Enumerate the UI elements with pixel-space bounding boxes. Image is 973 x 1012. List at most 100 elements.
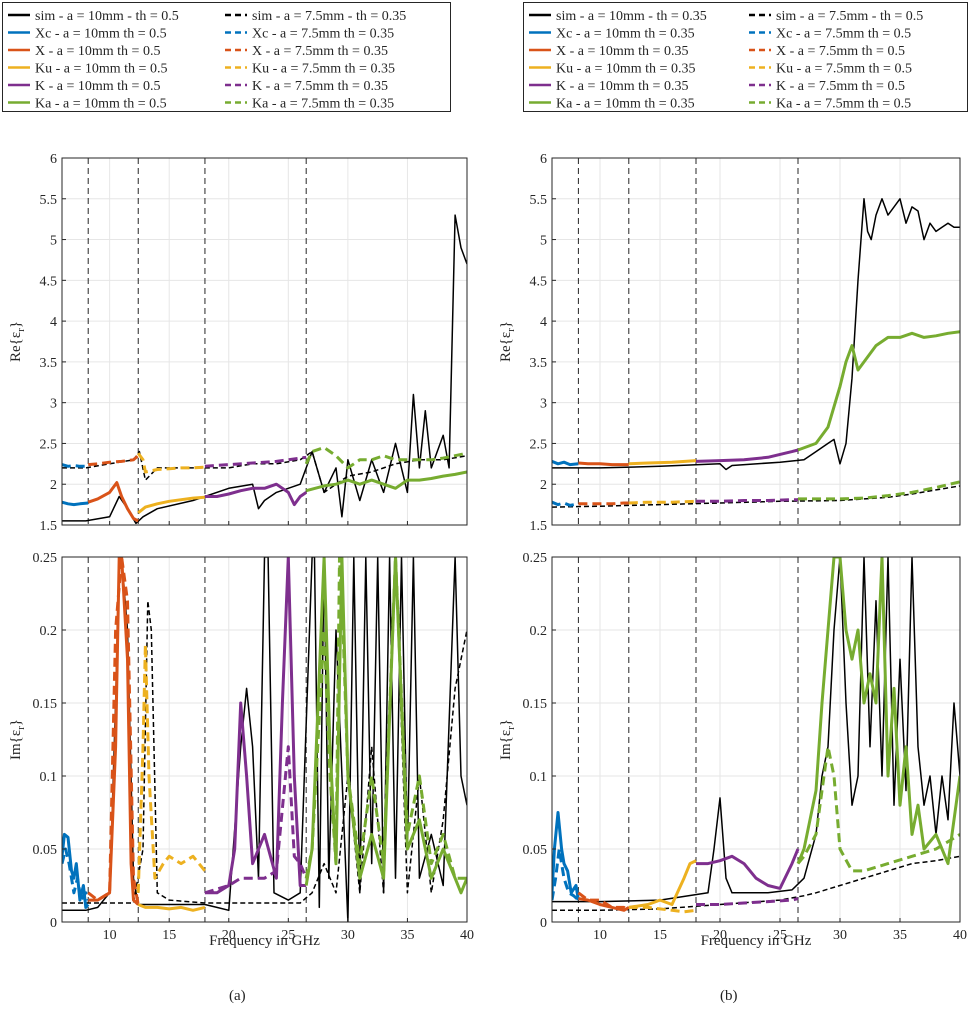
series-xc-dashed [62, 847, 90, 902]
series-ku-solid [137, 495, 206, 514]
x-tick-label: 25 [281, 928, 295, 943]
y-tick-label: 5.5 [530, 193, 548, 208]
legend-item: Ku - a = 7.5mm th = 0.35 [225, 62, 395, 77]
legend-item: Xc - a = 7.5mm th = 0.35 [225, 27, 394, 42]
series-group [552, 557, 960, 914]
grid [62, 157, 468, 526]
axes-re: 1.5 2 2.5 3 3.5 4 4.5 5 5.5 6 Re{εr} [8, 152, 468, 534]
y-axis-label: Re{εr} [8, 321, 27, 362]
series-xc-dashed [552, 847, 580, 902]
legend-box [523, 2, 968, 112]
series-sim-solid [62, 214, 467, 525]
series-x-solid [578, 897, 630, 912]
y-tick-label: 0.15 [33, 697, 58, 712]
legend-label: sim - a = 7.5mm - th = 0.5 [776, 9, 923, 24]
legend-label: Ka - a = 10mm th = 0.35 [556, 97, 695, 112]
legend-item: sim - a = 7.5mm - th = 0.5 [749, 9, 923, 24]
y-tick-label: 5 [540, 234, 547, 249]
series-ka-dashed [798, 480, 960, 501]
series-group [62, 557, 467, 922]
legend-label: Ka - a = 7.5mm th = 0.35 [252, 97, 394, 112]
y-tick-label: 4 [540, 315, 547, 330]
y-tick-label: 0.2 [530, 624, 548, 639]
y-tick-label: 0 [50, 916, 57, 931]
legend-item: Ka - a = 10mm th = 0.5 [8, 97, 167, 112]
series-ku-dashed [136, 643, 207, 893]
legend-label: Xc - a = 10mm th = 0.5 [35, 27, 167, 42]
y-tick-label: 0.1 [530, 770, 548, 785]
legend-item: K - a = 10mm th = 0.35 [529, 79, 688, 94]
legend-item: Xc - a = 10mm th = 0.5 [8, 27, 167, 42]
legend-label: Ku - a = 10mm th = 0.35 [556, 62, 695, 77]
legend-item: Ka - a = 10mm th = 0.35 [529, 97, 695, 112]
series-xc-solid [552, 811, 580, 901]
legend: sim - a = 10mm - th = 0.5 sim - a = 7.5mm… [2, 2, 451, 112]
svg-text:Re{εr}: Re{εr} [498, 321, 517, 362]
legend-label: X - a = 10mm th = 0.5 [35, 44, 160, 59]
legend-item: X - a = 10mm th = 0.5 [8, 44, 160, 59]
y-tick-label: 2 [540, 478, 547, 493]
legend-item: Ka - a = 7.5mm th = 0.5 [749, 97, 911, 112]
y-tick-label: 3.5 [530, 356, 548, 371]
axes-frame [551, 157, 961, 526]
series-sim-dashed [62, 557, 467, 904]
legend-label: K - a = 10mm th = 0.35 [556, 79, 688, 94]
y-tick-label: 0.2 [40, 624, 58, 639]
x-axis-label: Frequency in GHz [701, 933, 812, 949]
series-ka-dashed [304, 446, 467, 470]
legend-label: Ku - a = 10mm th = 0.5 [35, 62, 167, 77]
x-tick-label: 10 [593, 928, 607, 943]
series-group [62, 214, 467, 525]
series-ka-solid [796, 557, 960, 866]
x-tick-label: 15 [653, 928, 667, 943]
x-tick-label: 20 [222, 928, 236, 943]
y-tick-label: 1.5 [530, 519, 548, 534]
legend-label: K - a = 10mm th = 0.5 [35, 79, 160, 94]
series-k-solid [695, 448, 799, 463]
legend-label: Ka - a = 7.5mm th = 0.5 [776, 97, 911, 112]
legend-label: Ku - a = 7.5mm th = 0.35 [252, 62, 395, 77]
y-tick-label: 0.15 [523, 697, 548, 712]
legend-label: X - a = 10mm th = 0.35 [556, 44, 688, 59]
x-tick-label: 40 [953, 928, 967, 943]
caption-b: (b) [720, 988, 738, 1004]
legend-label: sim - a = 10mm - th = 0.5 [35, 9, 179, 24]
legend-label: Ku - a = 7.5mm th = 0.5 [776, 62, 912, 77]
x-tick-label: 35 [400, 928, 414, 943]
svg-text:Im{εr}: Im{εr} [498, 719, 517, 760]
series-ku-dashed [628, 905, 697, 914]
caption-a: (a) [229, 988, 246, 1004]
y-tick-label: 0.25 [523, 551, 548, 566]
legend-item: sim - a = 7.5mm - th = 0.35 [225, 9, 406, 24]
legend-item: X - a = 7.5mm th = 0.5 [749, 44, 905, 59]
series-x-solid [578, 461, 629, 467]
series-k-dashed [204, 455, 307, 468]
series-k-dashed [204, 745, 308, 895]
legend-item: Ku - a = 10mm th = 0.35 [529, 62, 695, 77]
x-tick-label: 20 [713, 928, 727, 943]
legend-item: sim - a = 10mm - th = 0.35 [529, 9, 707, 24]
x-tick-label: 30 [833, 928, 847, 943]
y-tick-label: 5.5 [40, 193, 58, 208]
axes-frame [551, 556, 961, 923]
series-ka-solid [797, 330, 960, 452]
series-x-dashed [88, 454, 140, 467]
legend-item: X - a = 7.5mm th = 0.35 [225, 44, 388, 59]
series-xc-dashed [552, 500, 579, 507]
series-sim-solid [62, 557, 467, 922]
y-tick-label: 5 [50, 234, 57, 249]
legend-label: Xc - a = 7.5mm th = 0.5 [776, 27, 911, 42]
series-k-dashed [696, 897, 799, 906]
y-axis-label: Im{εr} [8, 719, 27, 760]
legend-box [2, 2, 451, 112]
series-ku-solid [628, 459, 697, 466]
x-tick-label: 25 [773, 928, 787, 943]
axes-frame [61, 157, 468, 526]
series-xc-solid [62, 500, 89, 507]
legend: sim - a = 10mm - th = 0.35 sim - a = 7.5m… [523, 2, 968, 112]
y-tick-label: 0 [540, 916, 547, 931]
svg-text:Re{εr}: Re{εr} [8, 321, 27, 362]
series-x-dashed [87, 557, 140, 905]
x-tick-label: 35 [893, 928, 907, 943]
y-tick-label: 6 [540, 152, 547, 167]
